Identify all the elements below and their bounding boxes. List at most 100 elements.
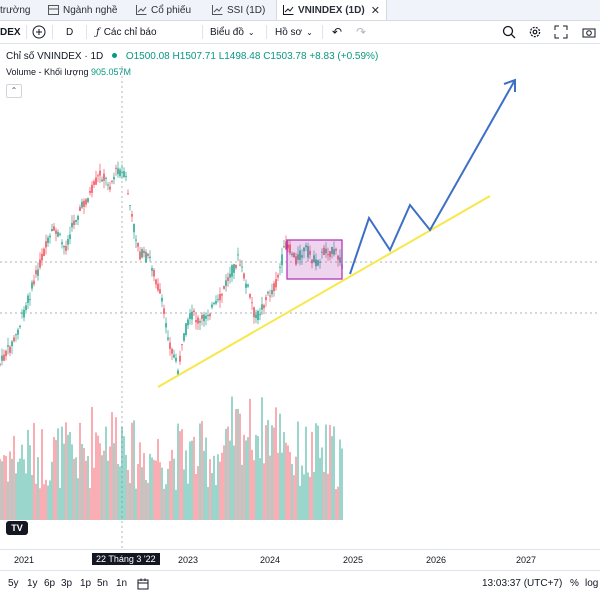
candle-body xyxy=(291,253,293,256)
volume-bar xyxy=(249,398,251,520)
volume-bar xyxy=(251,449,253,520)
volume-bar xyxy=(83,448,85,520)
candle-body xyxy=(185,323,187,335)
tab-vnindex[interactable]: VNINDEX (1D) ✕ xyxy=(276,0,387,20)
zoom-button[interactable] xyxy=(502,21,516,43)
candle-body xyxy=(93,181,95,185)
volume-bar xyxy=(199,423,201,520)
candle-body xyxy=(97,175,99,177)
candle-body xyxy=(173,354,175,358)
tab-industry[interactable]: Ngành nghề xyxy=(48,0,118,20)
tab-ssi[interactable]: SSI (1D) xyxy=(212,0,265,20)
candle-body xyxy=(137,242,139,247)
interval-button[interactable]: D xyxy=(66,21,73,43)
percent-toggle[interactable]: % xyxy=(570,578,579,589)
range-1n[interactable]: 1n xyxy=(116,578,128,589)
volume-bar xyxy=(77,478,79,520)
candle-body xyxy=(219,293,221,301)
candle-body xyxy=(39,259,41,268)
fullscreen-button[interactable] xyxy=(554,21,568,43)
range-3p[interactable]: 3p xyxy=(61,578,73,589)
candle-body xyxy=(73,220,75,226)
candle-body xyxy=(259,314,261,316)
time-axis[interactable]: 2021 22 Tháng 3 '22 2023 2024 2025 2026 … xyxy=(0,549,600,570)
range-5y[interactable]: 5y xyxy=(8,578,19,589)
candle-body xyxy=(89,191,91,193)
clock-timezone[interactable]: 13:03:37 (UTC+7) xyxy=(482,578,563,589)
tab-stocks[interactable]: Cổ phiếu xyxy=(136,0,191,20)
tab-label: trường xyxy=(0,4,31,16)
settings-button[interactable] xyxy=(528,21,542,43)
tradingview-logo: TV xyxy=(6,521,28,535)
candle-body xyxy=(225,280,227,286)
range-6p[interactable]: 6p xyxy=(44,578,56,589)
chart-type-button[interactable]: Biểu đồ ⌄ xyxy=(210,21,255,43)
candle-body xyxy=(287,244,289,249)
candle-body xyxy=(107,184,109,186)
volume-bar xyxy=(3,455,5,520)
date-range-button[interactable] xyxy=(137,578,149,593)
volume-bar xyxy=(279,413,281,520)
candle-body xyxy=(63,246,65,248)
candle-body xyxy=(87,198,89,203)
candle-body xyxy=(81,201,83,208)
range-1p[interactable]: 1p xyxy=(80,578,92,589)
volume-bar xyxy=(209,459,211,520)
redo-button[interactable]: ↷ xyxy=(356,21,366,43)
volume-bar xyxy=(281,452,283,520)
candle-body xyxy=(45,241,47,248)
volume-bar xyxy=(115,417,117,520)
price-chart[interactable] xyxy=(0,44,600,549)
candle-body xyxy=(213,302,215,304)
range-5n[interactable]: 5n xyxy=(97,578,109,589)
volume-bar xyxy=(253,460,255,520)
symbol-search[interactable]: DEX xyxy=(0,21,21,43)
close-icon[interactable]: ✕ xyxy=(370,4,380,17)
volume-bar xyxy=(129,483,131,520)
undo-button[interactable]: ↶ xyxy=(332,21,342,43)
candle-body xyxy=(183,333,185,341)
volume-bar xyxy=(315,423,317,520)
volume-bar xyxy=(167,468,169,520)
volume-bar xyxy=(211,473,213,520)
candle-body xyxy=(105,177,107,179)
volume-bar xyxy=(73,458,75,520)
profile-button[interactable]: Hồ sơ ⌄ xyxy=(275,21,313,43)
candle-body xyxy=(3,354,5,361)
indicators-button[interactable]: ƒ Các chỉ báo xyxy=(96,21,157,43)
volume-bar xyxy=(289,451,291,520)
candle-body xyxy=(85,199,87,205)
volume-bar xyxy=(333,426,335,520)
volume-bar xyxy=(231,396,233,520)
indicators-label: Các chỉ báo xyxy=(103,26,157,38)
x-tick-label: 2027 xyxy=(516,555,537,565)
tab-market[interactable]: trường xyxy=(0,0,30,20)
volume-bar xyxy=(57,428,59,520)
divider xyxy=(202,25,203,39)
screenshot-button[interactable] xyxy=(582,21,596,43)
volume-bar xyxy=(301,465,303,520)
volume-bar xyxy=(175,489,177,520)
candle-body xyxy=(211,304,213,308)
candle-body xyxy=(23,309,25,318)
volume-bar xyxy=(269,455,271,520)
log-toggle[interactable]: log xyxy=(585,578,599,589)
compare-button[interactable] xyxy=(32,21,46,43)
volume-bar xyxy=(239,413,241,520)
volume-bar xyxy=(205,437,207,520)
volume-bar xyxy=(207,486,209,520)
volume-bar xyxy=(157,439,159,520)
plus-circle-icon xyxy=(32,25,46,39)
volume-bar xyxy=(215,485,217,520)
range-1y[interactable]: 1y xyxy=(27,578,38,589)
volume-bar xyxy=(23,459,25,520)
candle-body xyxy=(19,325,21,328)
candle-body xyxy=(31,282,33,289)
volume-bar xyxy=(321,447,323,520)
volume-bar xyxy=(171,449,173,520)
candle-body xyxy=(35,270,37,275)
candle-body xyxy=(151,268,153,271)
candle-body xyxy=(261,304,263,310)
collapse-legend-button[interactable]: ⌃ xyxy=(6,84,22,98)
volume-bar xyxy=(119,466,121,520)
